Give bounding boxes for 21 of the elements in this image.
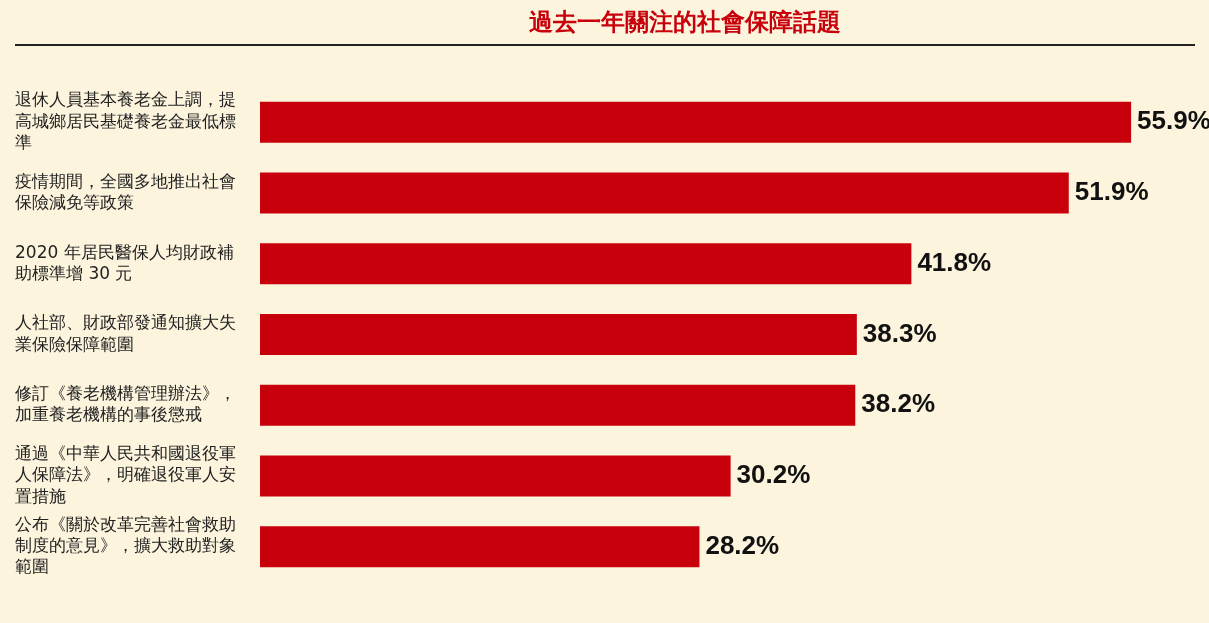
y-tick-label: 2020 年居民醫保人均財政補助標準增 30 元 [15,241,234,283]
data-label: 30.2% [736,459,811,490]
bar [260,455,731,497]
bar [260,172,1069,214]
y-tick-label: 公布《關於改革完善社會救助制度的意見》，擴大救助對象範圍 [15,513,236,577]
y-tick-label: 人社部、財政部發通知擴大失業保險保障範圍 [15,312,236,354]
y-tick-label: 退休人員基本養老金上調，提高城鄉居民基礎養老金最低標準 [15,89,236,152]
bar [260,243,912,285]
y-tick-label: 疫情期間，全國多地推出社會保險減免等政策 [15,170,236,213]
data-label: 38.2% [861,388,936,419]
y-tick-label: 通過《中華人民共和國退役軍人保障法》，明確退役軍人安置措施 [15,443,236,506]
data-label: 28.2% [705,529,780,560]
bar [260,526,700,568]
y-tick-label: 修訂《養老機構管理辦法》，加重養老機構的事後懲戒 [15,383,236,425]
data-label: 38.3% [862,317,937,348]
data-label: 41.8% [917,246,992,277]
bar [260,101,1132,143]
data-label: 51.9% [1074,176,1149,207]
bar [260,384,856,426]
chart-title: 過去一年關注的社會保障話題 [528,7,842,38]
bar [260,313,857,356]
